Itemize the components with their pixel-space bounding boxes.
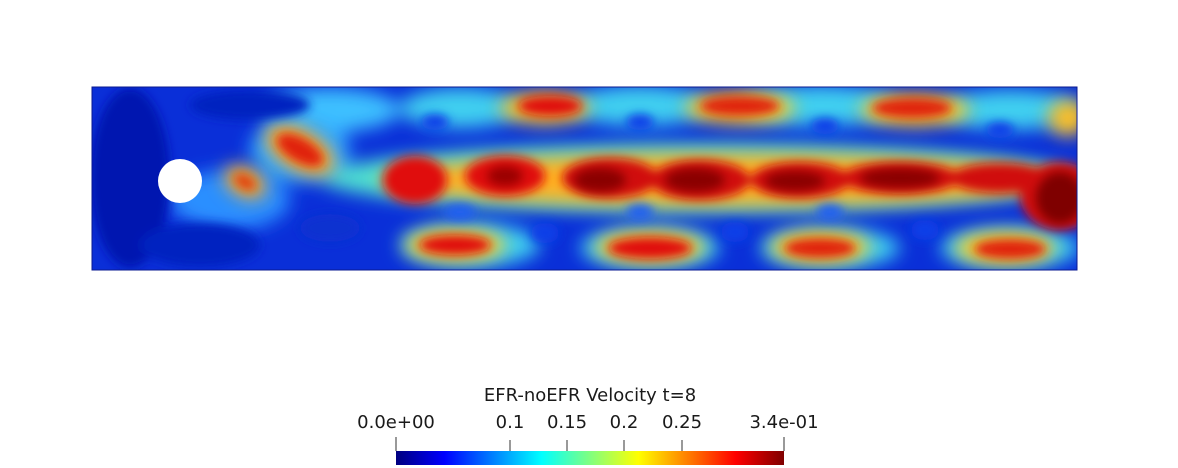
colorbar-tick-label-0-1: 0.1 <box>495 412 525 433</box>
colorbar-tick-label-0-15: 0.15 <box>546 412 588 433</box>
wake-layer-darkred <box>487 166 1077 224</box>
colorbar-tick-label-min: 0.0e+00 <box>357 412 435 433</box>
colorbar-tick-label-max: 3.4e-01 <box>749 412 819 433</box>
colorbar-tick-label-0-2: 0.2 <box>609 412 639 433</box>
colorbar <box>395 437 785 465</box>
colorbar-tick-label-0-25: 0.25 <box>661 412 703 433</box>
channel-outline <box>91 86 1078 271</box>
colorbar-title: EFR-noEFR Velocity t=8 <box>483 385 697 406</box>
channel-domain <box>92 87 1077 270</box>
cylinder-obstacle <box>158 159 202 203</box>
wake-layer-darkblue <box>92 88 1014 268</box>
colorbar-gradient <box>396 451 784 465</box>
